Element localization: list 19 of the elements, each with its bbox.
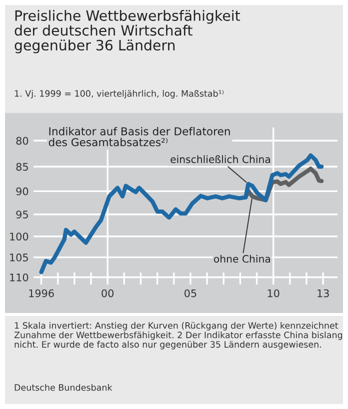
x-tick-label: 05 <box>184 289 196 298</box>
y-tick-label: 80 <box>16 136 28 145</box>
y-tick-label: 110 <box>10 273 28 282</box>
x-tick-label: 13 <box>318 289 329 298</box>
x-tick-label: 1996 <box>29 289 54 298</box>
y-tick-label: 105 <box>10 254 28 262</box>
y-tick-label: 95 <box>16 210 28 218</box>
y-tick-label: 85 <box>16 162 28 171</box>
annotation: Indikator auf Basis der Deflatoren des Gesamtabsatzes²⁾ <box>48 127 230 146</box>
chart-title: Preisliche Wettbewerbsfähigkeit der deutschen Wirtschaft gegenüber 36 Ländern <box>14 10 240 54</box>
y-tick-label: 90 <box>16 187 28 196</box>
x-tick-label: 00 <box>102 289 114 298</box>
x-tick-label: 10 <box>268 289 280 298</box>
text: 1 Skala invertiert: Anstieg der Kurven (Rückgang der Werte) kennzeichnet Zunahme der Wettbewerbsfähigkeit. 2 Der Indikator erfasste China bislang nicht. Er wurde de facto also nur gegenüber 35 Ländern ausgewiesen. <box>14 322 342 350</box>
text: ohne China <box>214 254 270 263</box>
text: Deutsche Bundesbank <box>14 384 112 391</box>
series-label: einschließlich China <box>170 155 270 164</box>
chart-subtitle: 1. Vj. 1999 = 100, vierteljährlich, log. Maßstab¹⁾ <box>14 90 224 98</box>
y-tick-label: 100 <box>10 232 28 240</box>
